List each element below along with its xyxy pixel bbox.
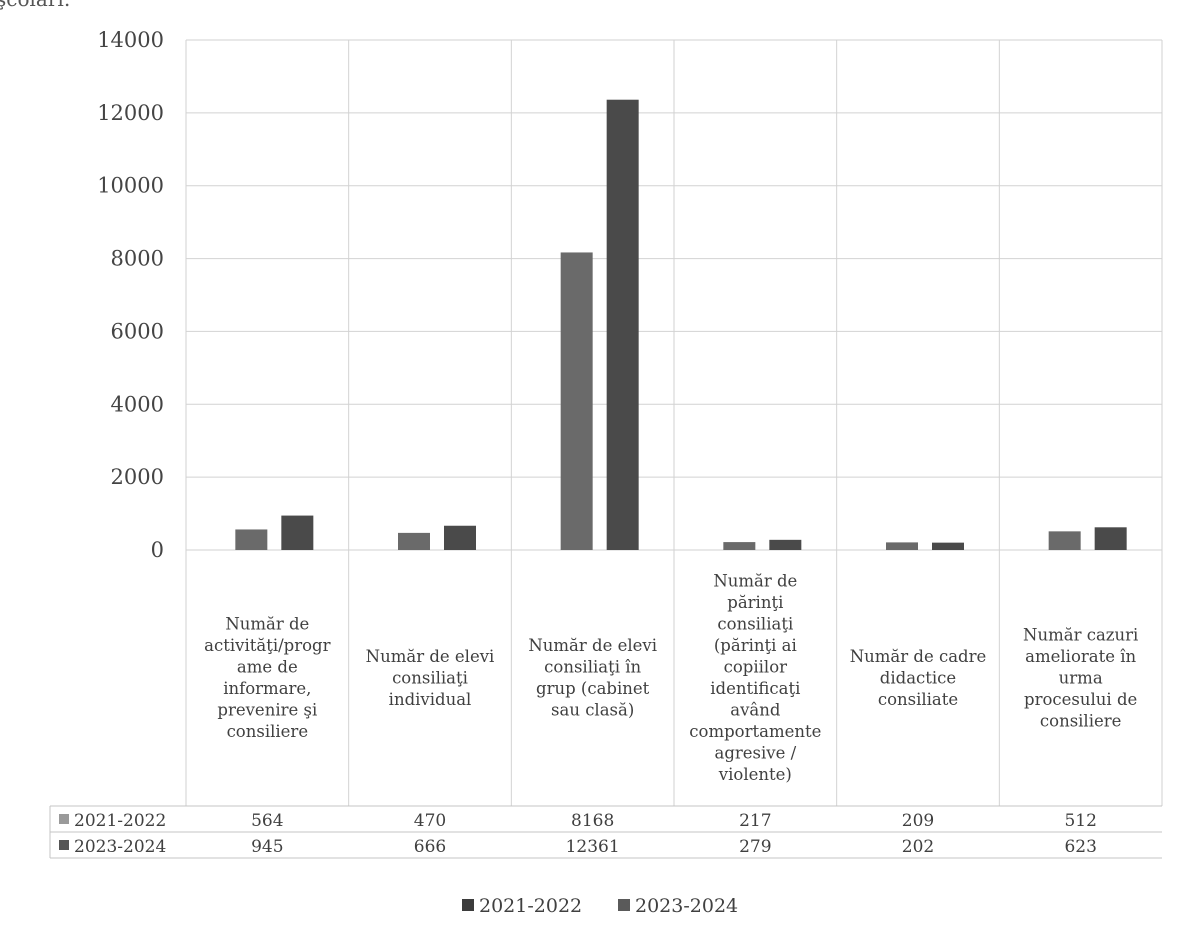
table-cell: 512 xyxy=(1064,811,1096,831)
table-cell: 12361 xyxy=(566,837,620,857)
bar-2023-2024-6 xyxy=(1094,527,1127,550)
header-fragment: şcolari: xyxy=(0,0,71,11)
bar-2023-2024-3 xyxy=(606,99,639,551)
bar-2021-2022-2 xyxy=(398,532,430,550)
legend: 2021-2022 2023-2024 xyxy=(462,895,738,917)
table-cell: 666 xyxy=(414,837,446,857)
table-cell: 623 xyxy=(1064,837,1096,857)
data-table: 2021-2022 564 470 8168 217 209 512 2023-2024 945… xyxy=(49,805,1162,859)
category-label-1: Număr de activităţi/progr ame de informare,… xyxy=(204,615,330,742)
legend-label: 2021-2022 xyxy=(479,895,582,917)
y-tick-label: 10000 xyxy=(97,174,164,198)
bars: Număr de activităţi/progr ame de informare,… xyxy=(204,99,1138,785)
y-tick-label: 12000 xyxy=(97,101,164,125)
bar-2023-2024-2 xyxy=(444,525,476,550)
y-tick-label: 14000 xyxy=(97,28,164,52)
category-label-2: Număr de elevi consiliaţi individual xyxy=(366,647,495,709)
table-series-name: 2021-2022 xyxy=(74,811,166,831)
gridlines xyxy=(185,39,1163,806)
y-axis-ticks: 0 2000 4000 6000 8000 10000 12000 14000 xyxy=(97,28,164,562)
category-label-6: Număr cazuri ameliorate în urma procesului … xyxy=(1023,625,1138,730)
table-cell: 217 xyxy=(739,811,771,831)
table-cell: 945 xyxy=(251,837,283,857)
bar-2021-2022-1 xyxy=(235,529,268,550)
bar-2021-2022-6 xyxy=(1048,531,1081,550)
legend-swatch xyxy=(618,899,630,911)
legend-label: 2023-2024 xyxy=(635,895,738,917)
y-tick-label: 2000 xyxy=(111,465,164,489)
table-series-key xyxy=(59,814,69,824)
y-tick-label: 4000 xyxy=(111,392,164,416)
bar-2021-2022-5 xyxy=(886,542,918,550)
y-tick-label: 0 xyxy=(151,538,164,562)
table-series-name: 2023-2024 xyxy=(74,837,166,857)
bar-2023-2024-4 xyxy=(769,539,802,550)
table-cell: 202 xyxy=(902,837,934,857)
table-series-key xyxy=(59,840,69,850)
category-label-4: Număr de părinţi consiliaţi (părinţi ai copi… xyxy=(689,572,821,785)
bar-2023-2024-1 xyxy=(281,515,314,550)
category-label-5: Număr de cadre didactice consiliate xyxy=(850,647,987,709)
table-cell: 8168 xyxy=(571,811,614,831)
table-cell: 209 xyxy=(902,811,934,831)
category-label-3: Număr de elevi consiliaţi în grup (cabinet… xyxy=(528,636,657,720)
bar-2023-2024-5 xyxy=(932,542,964,550)
legend-swatch xyxy=(462,899,474,911)
bar-2021-2022-3 xyxy=(560,252,593,551)
y-tick-label: 8000 xyxy=(111,247,164,271)
table-cell: 470 xyxy=(414,811,446,831)
y-tick-label: 6000 xyxy=(111,319,164,343)
table-cell: 279 xyxy=(739,837,771,857)
table-cell: 564 xyxy=(251,811,283,831)
bar-2021-2022-4 xyxy=(723,542,756,550)
